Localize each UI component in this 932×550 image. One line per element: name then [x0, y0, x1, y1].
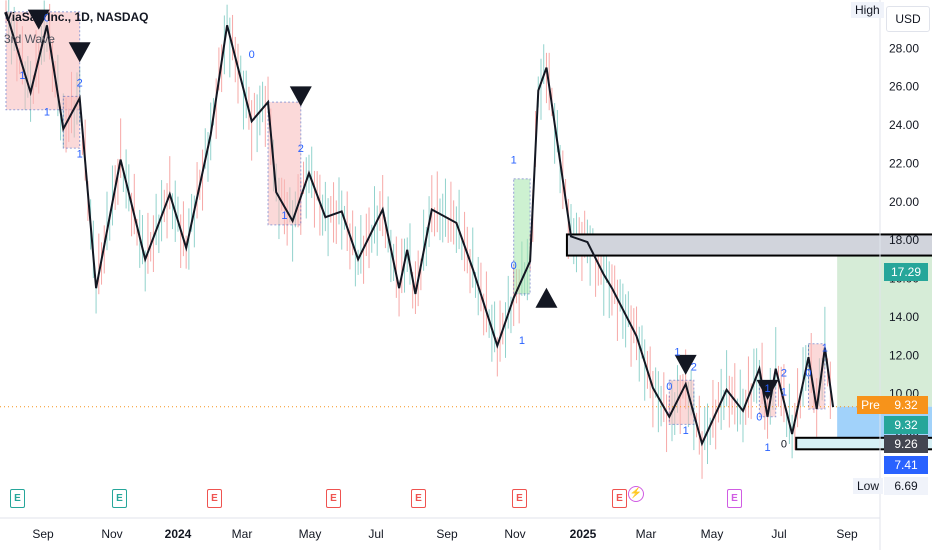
y-tick-label: 24.00	[889, 118, 919, 132]
price-tag-entry: 9.32	[884, 416, 928, 434]
wave-label: 1	[822, 342, 828, 354]
y-tick-label: 18.00	[889, 233, 919, 247]
wave-label: 2	[691, 362, 697, 374]
symbol-title[interactable]: ViaSat, Inc., 1D, NASDAQ	[4, 10, 149, 24]
x-tick-label: Sep	[836, 527, 858, 541]
indicator-name[interactable]: 3rd Wave	[4, 32, 55, 46]
x-tick-label: 2025	[570, 527, 597, 541]
x-tick-label: Sep	[32, 527, 54, 541]
wave-label: 1	[281, 210, 287, 222]
price-tag-stop: 7.41	[884, 456, 928, 474]
low-label: Low	[853, 478, 884, 494]
x-tick-label: 2024	[165, 527, 192, 541]
wave-label: 0	[781, 438, 787, 450]
x-tick-label: Mar	[636, 527, 657, 541]
wave-label: 1	[519, 335, 525, 347]
x-tick-label: Jul	[771, 527, 786, 541]
wave-label: 1	[511, 154, 517, 166]
price-tag-low: 6.69	[884, 477, 928, 495]
wave-triangle	[289, 86, 312, 107]
support-zone	[795, 436, 932, 451]
earnings-marker[interactable]: E	[10, 489, 25, 508]
wave-box	[5, 11, 81, 111]
earnings-marker[interactable]: E	[512, 489, 527, 508]
zigzag-layer	[5, 9, 835, 447]
x-tick-label: Nov	[504, 527, 525, 541]
earnings-marker[interactable]: E	[112, 489, 127, 508]
wave-label: 2	[77, 78, 83, 90]
y-tick-label: 22.00	[889, 156, 919, 170]
wave-box	[513, 178, 531, 295]
price-tag-target: 17.29	[884, 263, 928, 281]
lightning-icon[interactable]: ⚡	[628, 486, 644, 502]
y-tick-label: 26.00	[889, 80, 919, 94]
earnings-marker[interactable]: E	[207, 489, 222, 508]
wave-label: 0	[511, 260, 517, 272]
x-tick-label: Sep	[436, 527, 458, 541]
wave-label: 1	[44, 107, 50, 119]
x-tick-label: Mar	[232, 527, 253, 541]
y-tick-label: 20.00	[889, 195, 919, 209]
wave-label: 1	[683, 425, 689, 437]
earnings-marker[interactable]: E	[727, 489, 742, 508]
earnings-marker[interactable]: E	[411, 489, 426, 508]
wave-triangle	[27, 9, 50, 30]
earnings-marker[interactable]: E	[326, 489, 341, 508]
x-tick-label: Nov	[101, 527, 122, 541]
wave-label: 1	[764, 442, 770, 454]
high-label: High	[851, 2, 884, 18]
wave-label: 0	[249, 49, 255, 61]
wave-label: 1	[781, 387, 787, 399]
x-tick-label: May	[299, 527, 322, 541]
y-tick-label: 28.00	[889, 41, 919, 55]
earnings-marker[interactable]: E	[612, 489, 627, 508]
wave-label: 1	[19, 70, 25, 82]
wave-label: 1	[77, 149, 83, 161]
wave-label: 2	[298, 143, 304, 155]
wave-triangle	[674, 354, 697, 375]
wave-triangle	[535, 287, 558, 308]
wave-label: 1	[764, 383, 770, 395]
wave-label: 0	[666, 381, 672, 393]
wave-triangle	[68, 42, 91, 63]
wave-label: 0	[44, 13, 50, 25]
y-tick-label: 14.00	[889, 310, 919, 324]
wave-label: 1	[674, 346, 680, 358]
wave-label: 0	[805, 367, 811, 379]
x-tick-label: Jul	[368, 527, 383, 541]
zigzag-line	[5, 11, 835, 447]
y-tick-label: 12.00	[889, 348, 919, 362]
resistance-zone	[565, 233, 932, 257]
wave-box	[62, 95, 81, 149]
price-tag-pre: 9.32	[884, 396, 928, 414]
currency-button[interactable]: USD	[886, 6, 930, 32]
wave-label: 2	[781, 367, 787, 379]
price-tag-last: 9.26	[884, 435, 928, 453]
x-tick-label: May	[701, 527, 724, 541]
wave-label: 0	[756, 412, 762, 424]
wave-triangle	[756, 379, 779, 400]
pre-market-label: Pre	[857, 396, 884, 414]
